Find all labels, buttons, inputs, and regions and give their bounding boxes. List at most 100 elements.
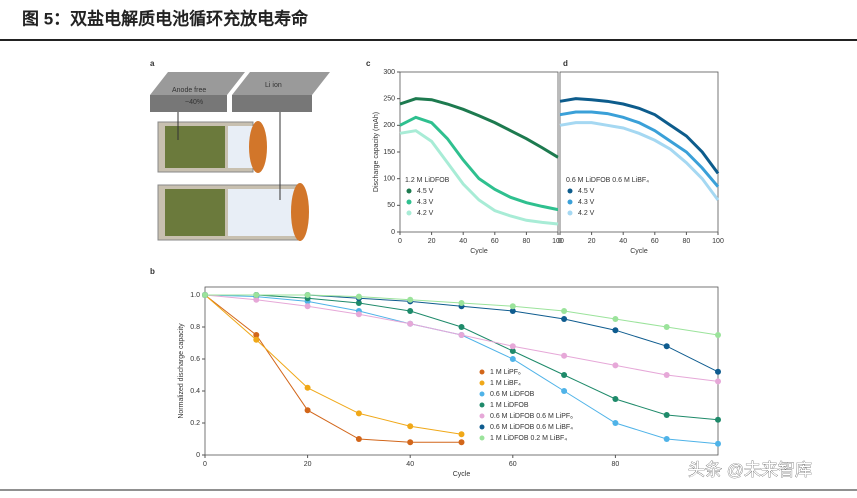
- anode-block-side: [150, 95, 227, 112]
- panel-label: d: [563, 59, 568, 68]
- data-point: [561, 316, 568, 322]
- x-tick-label: 20: [304, 461, 312, 468]
- legend-label: 4.2 V: [417, 210, 434, 217]
- cell-bottom-separator: [228, 189, 298, 236]
- legend-label: 1 M LiPF₆: [490, 369, 521, 376]
- data-point: [663, 372, 670, 378]
- x-axis-label: Cycle: [453, 471, 471, 478]
- cell-top-cap: [249, 121, 267, 173]
- x-tick-label: 80: [523, 238, 531, 245]
- y-tick-label: 0: [196, 452, 200, 459]
- anode-block: [150, 72, 245, 95]
- data-point: [612, 316, 619, 322]
- x-tick-label: 40: [406, 461, 414, 468]
- data-point: [663, 436, 670, 442]
- legend-marker: [479, 369, 485, 375]
- panel-label: b: [150, 267, 155, 276]
- data-point: [663, 324, 670, 330]
- y-tick-label: 0: [391, 229, 395, 236]
- y-tick-label: 0.6: [190, 356, 200, 363]
- data-point: [304, 384, 311, 391]
- data-point: [509, 348, 516, 354]
- x-tick-label: 100: [712, 238, 724, 245]
- data-point: [458, 439, 465, 446]
- legend-label: 0.6 M LiDFOB: [490, 391, 535, 398]
- data-point: [304, 292, 311, 298]
- legend-label: 1 M LiBF₄: [490, 380, 521, 387]
- data-point: [355, 410, 362, 417]
- data-point: [715, 440, 721, 447]
- x-tick-label: 20: [428, 238, 436, 245]
- x-tick-label: 80: [683, 238, 691, 245]
- data-point: [458, 431, 465, 438]
- data-point: [407, 423, 414, 430]
- legend-title: 1.2 M LiDFOB: [405, 177, 450, 184]
- x-tick-label: 60: [491, 238, 499, 245]
- plot-frame: [399, 71, 559, 233]
- legend-marker: [406, 210, 412, 216]
- legend-label: 4.5 V: [578, 188, 595, 195]
- plot-frame: [204, 286, 719, 456]
- x-axis-label: Cycle: [630, 248, 648, 255]
- cell-bottom-cap: [291, 183, 309, 241]
- legend-marker: [406, 199, 412, 205]
- data-point: [663, 343, 670, 350]
- panel-label: a: [150, 59, 155, 68]
- y-tick-label: 0.4: [190, 388, 200, 395]
- legend-marker: [567, 188, 573, 194]
- data-point: [561, 352, 568, 359]
- anode-label: Anode free: [172, 87, 206, 94]
- data-point: [509, 343, 516, 350]
- data-point: [253, 332, 260, 338]
- data-point: [715, 368, 721, 375]
- ion-block-side: [232, 95, 312, 112]
- series-line: [559, 110, 720, 188]
- x-tick-label: 60: [509, 461, 517, 468]
- x-tick-label: 40: [459, 238, 467, 245]
- data-point: [458, 324, 465, 330]
- data-point: [663, 412, 670, 418]
- series-line: [204, 294, 462, 435]
- legend-marker: [567, 210, 573, 216]
- data-point: [355, 311, 362, 318]
- x-tick-label: 20: [588, 238, 596, 245]
- series-line: [399, 129, 559, 226]
- y-tick-label: 100: [383, 176, 395, 183]
- data-point: [355, 300, 362, 306]
- legend-marker: [567, 199, 573, 205]
- data-point: [715, 378, 721, 385]
- series-line: [205, 294, 719, 421]
- y-tick-label: 50: [387, 202, 395, 209]
- legend-marker: [479, 402, 485, 408]
- data-point: [561, 388, 568, 394]
- legend-label: 0.6 M LiDFOB 0.6 M LiBF₄: [490, 424, 573, 431]
- figure-title: 图 5：双盐电解质电池循环充放电寿命: [22, 8, 309, 28]
- legend-marker: [479, 391, 485, 397]
- y-tick-label: 200: [383, 122, 395, 129]
- x-tick-label: 0: [398, 238, 402, 245]
- y-axis-label: Normalized discharge capacity: [178, 323, 185, 419]
- series-line: [399, 97, 559, 159]
- y-tick-label: 150: [383, 149, 395, 156]
- cell-bottom-anode: [165, 189, 225, 236]
- legend-marker: [479, 380, 485, 386]
- legend-marker: [479, 424, 485, 430]
- legend-label: 4.3 V: [417, 199, 434, 206]
- data-point: [202, 292, 208, 298]
- data-point: [253, 292, 260, 298]
- cell-top-anode: [165, 126, 225, 168]
- y-tick-label: 1.0: [190, 292, 200, 299]
- series-line: [559, 121, 720, 201]
- y-tick-label: 250: [383, 96, 395, 103]
- x-tick-label: 80: [612, 461, 620, 468]
- data-point: [355, 293, 362, 300]
- data-point: [253, 296, 260, 303]
- data-point: [407, 308, 414, 314]
- legend-label: 4.5 V: [417, 188, 434, 195]
- x-tick-label: 100: [552, 238, 564, 245]
- data-point: [715, 416, 721, 423]
- x-tick-label: 0: [558, 238, 562, 245]
- y-tick-label: 300: [383, 69, 395, 76]
- y-tick-label: 0.8: [190, 324, 200, 331]
